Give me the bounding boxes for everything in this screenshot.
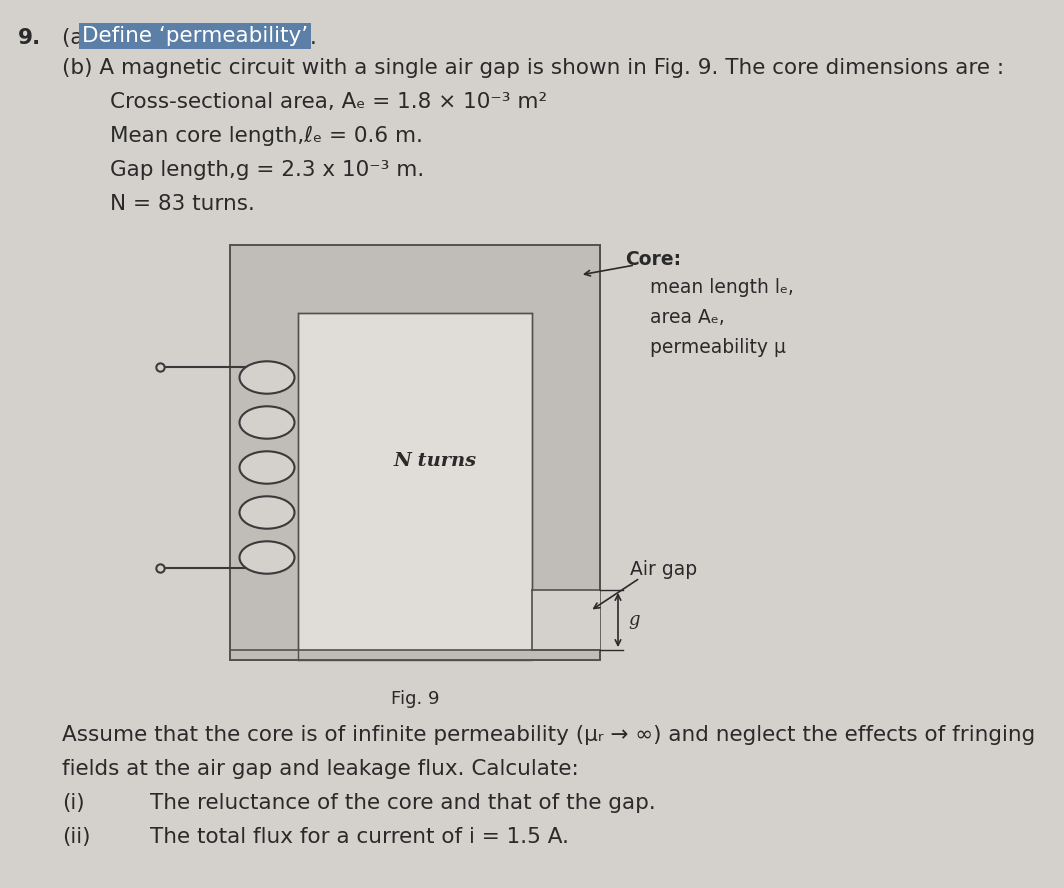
Text: .: . xyxy=(310,28,317,48)
Text: Cross-sectional area, Aₑ = 1.8 × 10⁻³ m²: Cross-sectional area, Aₑ = 1.8 × 10⁻³ m² xyxy=(110,92,547,112)
Bar xyxy=(230,650,600,660)
Text: N = 83 turns.: N = 83 turns. xyxy=(110,194,255,214)
Text: permeability μ: permeability μ xyxy=(650,338,786,357)
Text: N turns: N turns xyxy=(394,452,477,470)
Text: (b) A magnetic circuit with a single air gap is shown in Fig. 9. The core dimens: (b) A magnetic circuit with a single air… xyxy=(62,58,1004,78)
Text: Gap length,g = 2.3 x 10⁻³ m.: Gap length,g = 2.3 x 10⁻³ m. xyxy=(110,160,425,180)
Text: Fig. 9: Fig. 9 xyxy=(390,690,439,708)
Bar xyxy=(230,245,600,660)
Text: (i): (i) xyxy=(62,793,85,813)
Text: The reluctance of the core and that of the gap.: The reluctance of the core and that of t… xyxy=(150,793,655,813)
Text: Air gap: Air gap xyxy=(630,560,697,579)
Bar xyxy=(298,313,532,660)
Text: (ii): (ii) xyxy=(62,827,90,847)
Text: area Aₑ,: area Aₑ, xyxy=(650,308,725,327)
Text: g: g xyxy=(628,611,639,629)
Text: fields at the air gap and leakage flux. Calculate:: fields at the air gap and leakage flux. … xyxy=(62,759,579,779)
Bar xyxy=(532,590,600,650)
Text: Mean core length,ℓₑ = 0.6 m.: Mean core length,ℓₑ = 0.6 m. xyxy=(110,126,423,147)
Ellipse shape xyxy=(239,542,295,574)
Ellipse shape xyxy=(239,496,295,528)
Text: (a): (a) xyxy=(62,28,99,48)
Ellipse shape xyxy=(239,451,295,484)
Ellipse shape xyxy=(239,361,295,393)
Text: The total flux for a current of i = 1.5 A.: The total flux for a current of i = 1.5 … xyxy=(150,827,569,847)
Text: Core:: Core: xyxy=(625,250,681,269)
Text: 9.: 9. xyxy=(18,28,41,48)
Text: mean length lₑ,: mean length lₑ, xyxy=(650,278,794,297)
Text: Define ‘permeability’: Define ‘permeability’ xyxy=(82,26,309,46)
Ellipse shape xyxy=(239,407,295,439)
Text: Assume that the core is of infinite permeability (μᵣ → ∞) and neglect the effect: Assume that the core is of infinite perm… xyxy=(62,725,1035,745)
